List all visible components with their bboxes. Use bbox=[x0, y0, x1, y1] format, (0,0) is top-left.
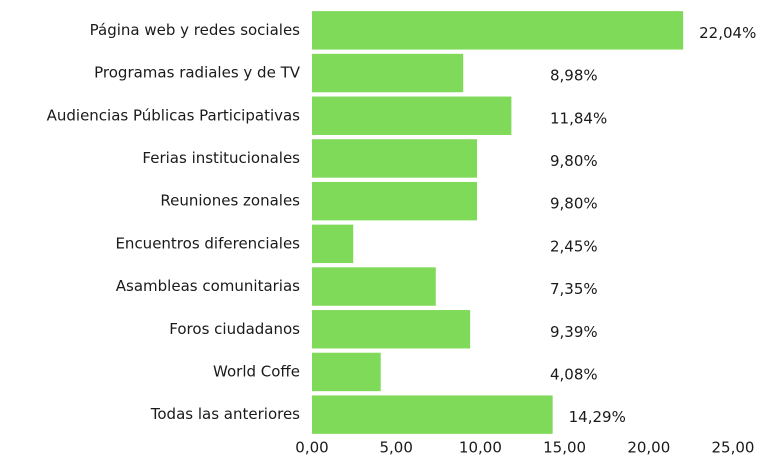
data-label: 9,80% bbox=[550, 152, 598, 170]
data-label: 14,29% bbox=[569, 408, 626, 426]
bar bbox=[312, 181, 478, 221]
data-label: 8,98% bbox=[550, 67, 598, 85]
bar bbox=[312, 139, 478, 178]
bar bbox=[312, 11, 684, 50]
bar bbox=[312, 395, 553, 434]
bar bbox=[312, 310, 471, 349]
y-tick-label: Reuniones zonales bbox=[160, 192, 300, 210]
bar bbox=[312, 352, 381, 392]
x-tick-label: 20,00 bbox=[627, 439, 670, 457]
y-tick-label: Asambleas comunitarias bbox=[116, 277, 300, 295]
data-label: 7,35% bbox=[550, 280, 598, 298]
y-tick-label: Página web y redes sociales bbox=[90, 21, 301, 39]
bar bbox=[312, 267, 436, 306]
x-tick-label: 25,00 bbox=[712, 439, 755, 457]
y-tick-label: Encuentros diferenciales bbox=[115, 234, 300, 252]
x-tick-label: 15,00 bbox=[543, 439, 586, 457]
data-label: 2,45% bbox=[550, 237, 598, 255]
data-label: 22,04% bbox=[699, 24, 756, 42]
x-tick-label: 5,00 bbox=[379, 439, 412, 457]
y-tick-label: Todas las anteriores bbox=[150, 405, 300, 423]
y-tick-label: Foros ciudadanos bbox=[169, 320, 300, 338]
bar bbox=[312, 224, 354, 264]
y-tick-label: World Coffe bbox=[213, 362, 300, 380]
data-label: 9,39% bbox=[550, 323, 598, 341]
y-tick-label: Audiencias Públicas Participativas bbox=[47, 106, 301, 124]
x-tick-label: 10,00 bbox=[459, 439, 502, 457]
y-tick-label: Ferias institucionales bbox=[142, 149, 300, 167]
bar bbox=[312, 53, 464, 93]
bar bbox=[312, 96, 512, 135]
data-label: 11,84% bbox=[550, 109, 607, 127]
x-tick-label: 0,00 bbox=[295, 439, 328, 457]
y-tick-label: Programas radiales y de TV bbox=[94, 64, 301, 82]
data-label: 4,08% bbox=[550, 365, 598, 383]
data-label: 9,80% bbox=[550, 195, 598, 213]
